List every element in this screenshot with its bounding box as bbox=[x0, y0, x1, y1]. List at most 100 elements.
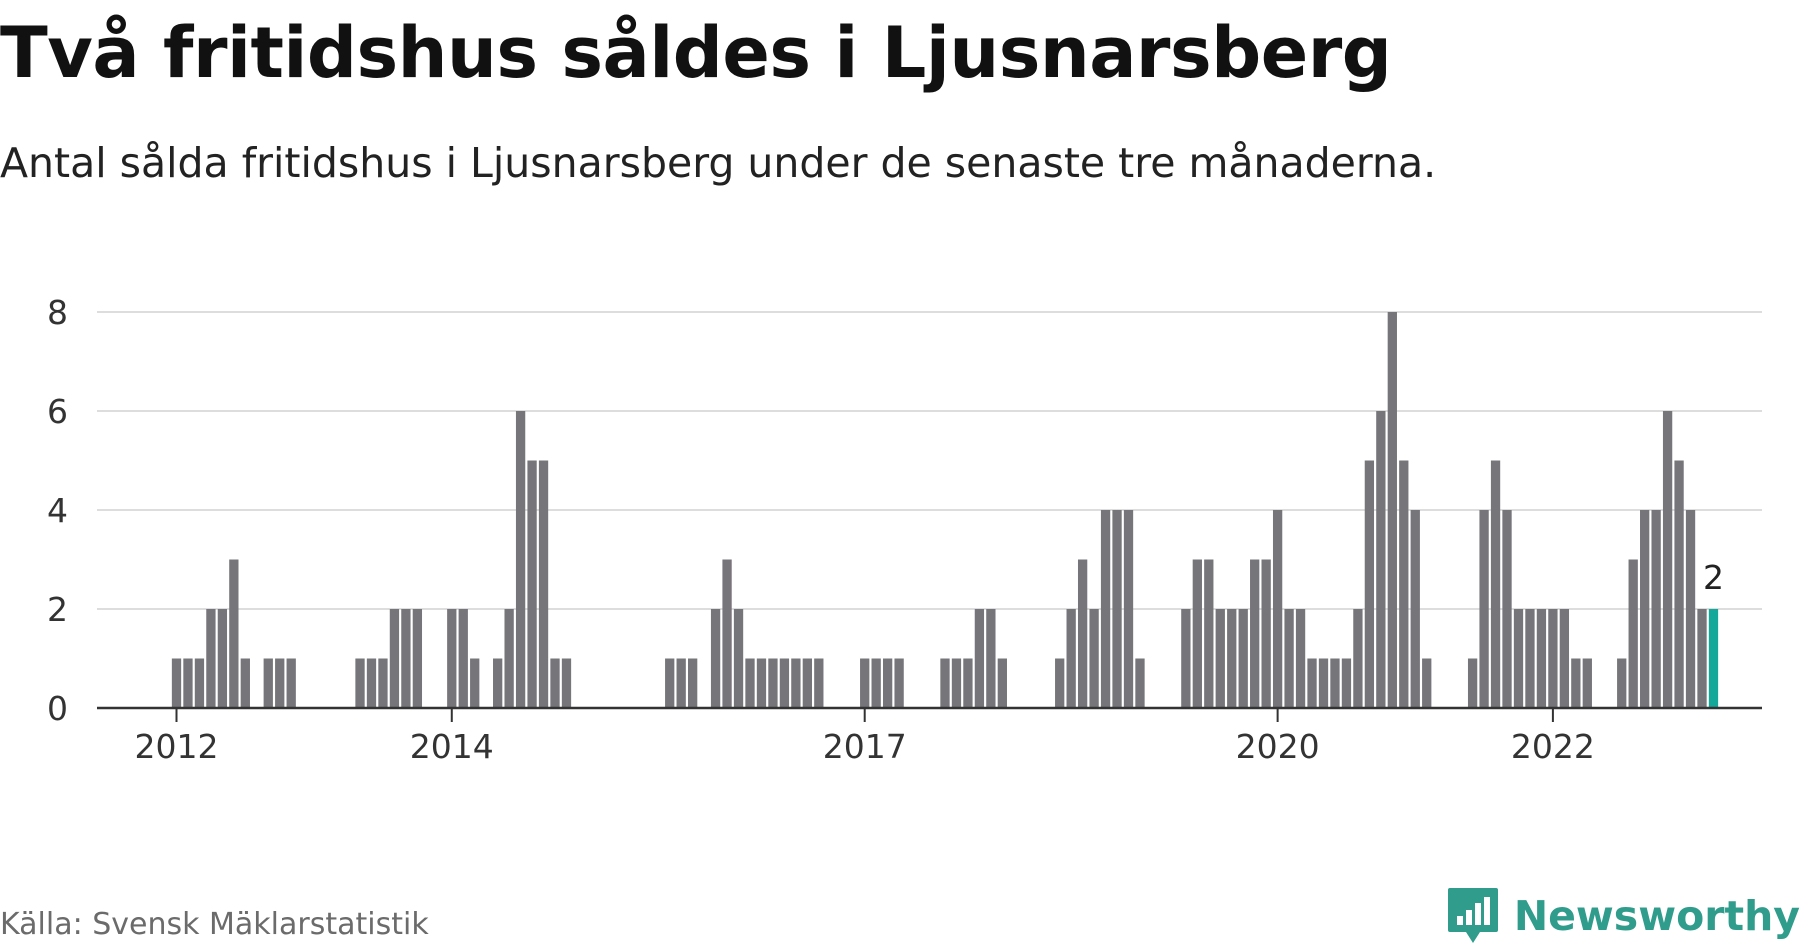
bar bbox=[493, 658, 503, 708]
bar bbox=[791, 658, 801, 708]
bar bbox=[1318, 658, 1329, 708]
bar bbox=[1479, 510, 1489, 708]
bar bbox=[229, 559, 239, 708]
bar bbox=[1410, 510, 1420, 708]
bar bbox=[183, 658, 193, 708]
bar bbox=[171, 658, 182, 708]
bar bbox=[779, 658, 790, 708]
bar bbox=[688, 658, 698, 708]
bar bbox=[240, 658, 250, 708]
bar bbox=[1513, 609, 1524, 708]
bar bbox=[206, 609, 216, 708]
bar bbox=[1387, 312, 1397, 708]
x-tick-label: 2017 bbox=[823, 727, 907, 766]
bar bbox=[1112, 510, 1122, 708]
bar bbox=[1066, 609, 1076, 708]
bar bbox=[1697, 609, 1707, 708]
bar bbox=[722, 559, 732, 708]
bar bbox=[389, 609, 400, 708]
bar bbox=[1123, 510, 1134, 708]
bar bbox=[366, 658, 377, 708]
bar bbox=[1250, 559, 1260, 708]
bar bbox=[1261, 559, 1271, 708]
source-note: Källa: Svensk Mäklarstatistik bbox=[0, 907, 429, 942]
bar bbox=[997, 658, 1007, 708]
bar bbox=[1077, 559, 1088, 708]
newsworthy-logo[interactable]: Newsworthy bbox=[1446, 886, 1800, 946]
bar bbox=[1559, 609, 1570, 708]
bar bbox=[1215, 609, 1225, 708]
bar bbox=[1272, 510, 1283, 708]
bar bbox=[1536, 609, 1547, 708]
bar bbox=[1376, 411, 1386, 708]
bar-chart: 0 2 4 6 8 2 2012 2014 2017 2020 2022 bbox=[47, 293, 1762, 766]
bar bbox=[1227, 609, 1237, 708]
bar bbox=[194, 658, 205, 708]
bar bbox=[515, 411, 526, 708]
bar bbox=[745, 658, 755, 708]
bar bbox=[665, 658, 675, 708]
bar bbox=[1617, 658, 1627, 708]
bar bbox=[768, 658, 778, 708]
bar bbox=[986, 609, 996, 708]
bar bbox=[940, 658, 950, 708]
bar bbox=[1490, 460, 1501, 708]
bar bbox=[733, 609, 744, 708]
bar bbox=[1502, 510, 1512, 708]
bar bbox=[814, 658, 824, 708]
bar bbox=[676, 658, 686, 708]
bar bbox=[275, 658, 285, 708]
bar bbox=[1089, 609, 1099, 708]
y-tick-label: 6 bbox=[47, 392, 68, 431]
bar bbox=[1364, 460, 1375, 708]
bar bbox=[1422, 658, 1432, 708]
chart-title: Två fritidshus såldes i Ljusnarsberg bbox=[0, 12, 1392, 94]
bar bbox=[1307, 658, 1317, 708]
bar bbox=[1674, 460, 1684, 708]
bar bbox=[263, 658, 273, 708]
bar bbox=[1467, 658, 1478, 708]
newsworthy-logo-icon bbox=[1447, 888, 1498, 943]
bar bbox=[1238, 609, 1248, 708]
bar bbox=[1295, 609, 1306, 708]
bar bbox=[1192, 559, 1202, 708]
bar bbox=[286, 658, 296, 708]
bar bbox=[974, 609, 985, 708]
bar bbox=[447, 609, 457, 708]
bar bbox=[470, 658, 480, 708]
bar bbox=[1284, 609, 1294, 708]
bar bbox=[1055, 658, 1065, 708]
bar bbox=[1571, 658, 1581, 708]
bar bbox=[504, 609, 514, 708]
y-tick-label: 4 bbox=[47, 491, 68, 530]
bar bbox=[1525, 609, 1535, 708]
bar bbox=[412, 609, 423, 708]
bar bbox=[1204, 559, 1214, 708]
last-value-label: 2 bbox=[1703, 558, 1724, 597]
x-tick-label: 2020 bbox=[1236, 727, 1320, 766]
bar bbox=[871, 658, 881, 708]
bar bbox=[963, 658, 973, 708]
x-tick-label: 2022 bbox=[1511, 727, 1595, 766]
bar bbox=[951, 658, 962, 708]
bar bbox=[710, 609, 721, 708]
bar bbox=[217, 609, 228, 708]
x-tick-label: 2014 bbox=[410, 727, 494, 766]
bar bbox=[401, 609, 411, 708]
bar bbox=[378, 658, 388, 708]
bar bbox=[1100, 510, 1111, 708]
bar bbox=[1399, 460, 1409, 708]
y-tick-label: 8 bbox=[47, 293, 68, 332]
bar bbox=[1330, 658, 1340, 708]
bar bbox=[550, 658, 560, 708]
logo-text: Newsworthy bbox=[1513, 892, 1800, 940]
bar bbox=[1640, 510, 1650, 708]
bar bbox=[1548, 609, 1558, 708]
bar bbox=[860, 658, 870, 708]
bar bbox=[756, 658, 767, 708]
bar bbox=[527, 460, 537, 708]
bar-latest bbox=[1708, 609, 1719, 708]
bar bbox=[1341, 658, 1352, 708]
bar bbox=[1685, 510, 1696, 708]
y-tick-label: 2 bbox=[47, 590, 68, 629]
